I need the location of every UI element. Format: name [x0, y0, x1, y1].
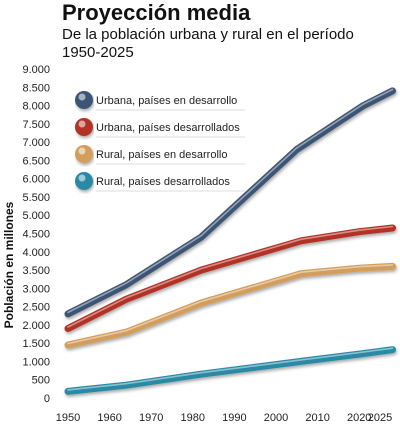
y-tick-label: 1.500 [22, 338, 50, 350]
chart-subtitle: De la población urbana y rural en el per… [62, 26, 354, 61]
series-line-highlight [67, 88, 394, 314]
y-tick-label: 4.000 [22, 247, 50, 259]
x-tick-label: 1970 [139, 412, 163, 424]
legend-marker [75, 172, 93, 190]
x-tick-label: 1980 [181, 412, 205, 424]
legend-marker [75, 91, 93, 109]
series-line [64, 262, 396, 349]
series-lines [64, 87, 396, 395]
legend-label: Rural, países desarrollados [96, 176, 230, 188]
y-tick-label: 6.000 [22, 174, 50, 186]
legend-label: Urbana, países en desarrollo [96, 95, 237, 107]
series-line [64, 87, 396, 318]
y-tick-label: 2.500 [22, 302, 50, 314]
series-line-highlight [67, 264, 394, 345]
legend: Urbana, países en desarrollo Urbana, país… [75, 91, 245, 192]
y-tick-label: 0 [44, 393, 50, 405]
x-tick-label: 1990 [222, 412, 246, 424]
series-line [64, 346, 396, 395]
x-tick-label: 2020 [347, 412, 371, 424]
y-tick-label: 500 [32, 375, 50, 387]
y-tick-label: 5.500 [22, 192, 50, 204]
y-tick-label: 5.000 [22, 210, 50, 222]
y-tick-label: 1.000 [22, 356, 50, 368]
legend-marker [75, 118, 93, 136]
x-tick-label: 1950 [56, 412, 80, 424]
x-tick-label: 2025 [368, 412, 392, 424]
y-tick-label: 2.000 [22, 320, 50, 332]
legend-label: Rural, países en desarrollo [96, 149, 227, 161]
series-line-highlight [67, 225, 394, 328]
y-tick-label: 4.500 [22, 229, 50, 241]
legend-label: Urbana, países desarrollados [96, 122, 240, 134]
y-tick-label: 8.000 [22, 101, 50, 113]
y-tick-label: 3.500 [22, 265, 50, 277]
x-tick-label: 2010 [305, 412, 329, 424]
legend-marker-highlight [78, 120, 86, 128]
y-tick-label: 6.500 [22, 155, 50, 167]
x-tick-label: 2000 [264, 412, 288, 424]
legend-marker-highlight [78, 174, 86, 182]
y-tick-label: 7.000 [22, 137, 50, 149]
x-tick-label: 1960 [97, 412, 121, 424]
chart-title: Proyección media [62, 0, 251, 25]
y-tick-label: 9.000 [22, 64, 50, 76]
series-line-highlight [67, 347, 394, 391]
legend-marker [75, 145, 93, 163]
legend-marker-highlight [78, 93, 86, 101]
y-tick-label: 8.500 [22, 82, 50, 94]
series-line [64, 224, 396, 332]
y-tick-label: 3.000 [22, 283, 50, 295]
y-tick-label: 7.500 [22, 119, 50, 131]
legend-marker-highlight [78, 147, 86, 155]
y-axis-ticks: 0 500 1.000 1.500 2.000 2.500 3.000 3.500 4.000 4… [22, 64, 50, 405]
